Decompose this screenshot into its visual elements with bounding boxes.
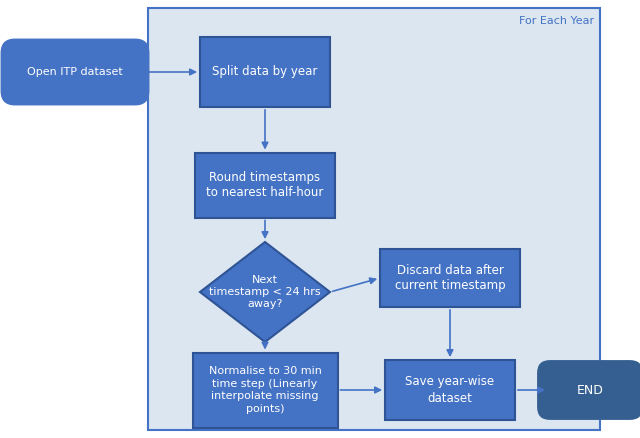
Text: Round timestamps
to nearest half-hour: Round timestamps to nearest half-hour [206,170,324,199]
Text: For Each Year: For Each Year [519,16,594,26]
FancyBboxPatch shape [148,8,600,430]
Text: Save year-wise
dataset: Save year-wise dataset [405,375,495,405]
Text: Normalise to 30 min
time step (Linearly
interpolate missing
points): Normalise to 30 min time step (Linearly … [209,367,321,413]
FancyBboxPatch shape [537,360,640,420]
Text: Split data by year: Split data by year [212,66,317,78]
Text: END: END [577,384,604,396]
FancyBboxPatch shape [200,37,330,107]
FancyBboxPatch shape [1,39,150,106]
FancyBboxPatch shape [380,249,520,307]
Text: Open ITP dataset: Open ITP dataset [27,67,123,77]
FancyBboxPatch shape [193,353,337,427]
FancyBboxPatch shape [385,360,515,420]
Polygon shape [200,242,330,342]
Text: Discard data after
current timestamp: Discard data after current timestamp [395,264,506,293]
Text: Next
timestamp < 24 hrs
away?: Next timestamp < 24 hrs away? [209,275,321,309]
FancyBboxPatch shape [195,152,335,218]
